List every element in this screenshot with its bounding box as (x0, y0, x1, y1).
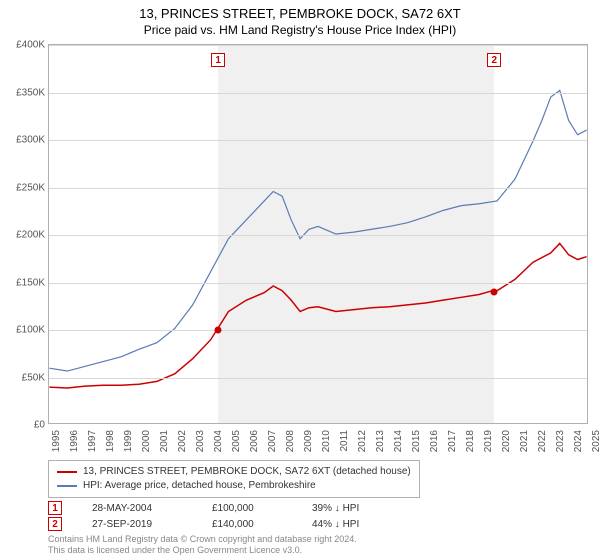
y-axis-label: £200K (5, 230, 45, 241)
transaction-pct: 39% ↓ HPI (312, 503, 402, 514)
series-line-hpi (49, 90, 586, 371)
y-axis-label: £150K (5, 277, 45, 288)
marker-box-icon: 2 (48, 517, 62, 531)
y-axis-label: £0 (5, 420, 45, 431)
y-axis-label: £50K (5, 372, 45, 383)
x-axis-label: 2013 (375, 430, 386, 452)
y-axis-label: £350K (5, 87, 45, 98)
legend-item-hpi: HPI: Average price, detached house, Pemb… (57, 479, 411, 493)
grid-line (49, 283, 587, 284)
transaction-price: £140,000 (212, 519, 282, 530)
x-axis-label: 2012 (357, 430, 368, 452)
x-axis-label: 2001 (159, 430, 170, 452)
legend: 13, PRINCES STREET, PEMBROKE DOCK, SA72 … (48, 460, 420, 498)
grid-line (49, 330, 587, 331)
x-axis-label: 2008 (285, 430, 296, 452)
grid-line (49, 93, 587, 94)
x-axis-label: 2010 (321, 430, 332, 452)
title-address: 13, PRINCES STREET, PEMBROKE DOCK, SA72 … (0, 6, 600, 21)
x-axis-label: 2003 (195, 430, 206, 452)
transaction-date: 28-MAY-2004 (92, 503, 182, 514)
x-axis-label: 2000 (141, 430, 152, 452)
x-axis-label: 2019 (483, 430, 494, 452)
transaction-price: £100,000 (212, 503, 282, 514)
transaction-date: 27-SEP-2019 (92, 519, 182, 530)
series-line-price_paid (49, 243, 586, 388)
x-axis-label: 2006 (249, 430, 260, 452)
titles: 13, PRINCES STREET, PEMBROKE DOCK, SA72 … (0, 0, 600, 37)
x-axis-label: 2005 (231, 430, 242, 452)
x-axis-label: 1996 (69, 430, 80, 452)
y-axis-label: £250K (5, 182, 45, 193)
x-axis-label: 2020 (501, 430, 512, 452)
x-axis-label: 2004 (213, 430, 224, 452)
marker-box-icon: 1 (48, 501, 62, 515)
grid-line (49, 188, 587, 189)
chart-plot-area: £0£50K£100K£150K£200K£250K£300K£350K£400… (48, 44, 588, 424)
x-axis-label: 2007 (267, 430, 278, 452)
grid-line (49, 378, 587, 379)
x-axis-labels: 1995 1996 1997 1998 1999 2000 2001 2002 2003 2004… (48, 428, 588, 458)
chart-svg (49, 45, 587, 423)
footnote: Contains HM Land Registry data © Crown c… (48, 534, 357, 556)
x-axis-label: 1995 (51, 430, 62, 452)
footnote-line: This data is licensed under the Open Gov… (48, 545, 357, 556)
chart-container: 13, PRINCES STREET, PEMBROKE DOCK, SA72 … (0, 0, 600, 560)
legend-swatch (57, 485, 77, 487)
x-axis-label: 2015 (411, 430, 422, 452)
y-axis-label: £400K (5, 40, 45, 51)
x-axis-label: 2014 (393, 430, 404, 452)
x-axis-label: 1998 (105, 430, 116, 452)
footnote-line: Contains HM Land Registry data © Crown c… (48, 534, 357, 545)
legend-text: HPI: Average price, detached house, Pemb… (83, 479, 316, 493)
x-axis-label: 1997 (87, 430, 98, 452)
grid-line (49, 45, 587, 46)
title-subtitle: Price paid vs. HM Land Registry's House … (0, 23, 600, 37)
table-row: 2 27-SEP-2019 £140,000 44% ↓ HPI (48, 516, 402, 532)
legend-swatch (57, 471, 77, 473)
x-axis-label: 2002 (177, 430, 188, 452)
marker-box-icon: 2 (487, 53, 501, 67)
x-axis-label: 2018 (465, 430, 476, 452)
x-axis-label: 2016 (429, 430, 440, 452)
marker-dot (215, 327, 222, 334)
legend-text: 13, PRINCES STREET, PEMBROKE DOCK, SA72 … (83, 465, 411, 479)
marker-dot (491, 289, 498, 296)
x-axis-label: 2009 (303, 430, 314, 452)
x-axis-label: 2017 (447, 430, 458, 452)
transaction-pct: 44% ↓ HPI (312, 519, 402, 530)
transactions-table: 1 28-MAY-2004 £100,000 39% ↓ HPI 2 27-SE… (48, 500, 402, 532)
y-axis-label: £100K (5, 325, 45, 336)
grid-line (49, 140, 587, 141)
x-axis-label: 2021 (519, 430, 530, 452)
x-axis-label: 2023 (555, 430, 566, 452)
x-axis-label: 1999 (123, 430, 134, 452)
x-axis-label: 2022 (537, 430, 548, 452)
x-axis-label: 2024 (573, 430, 584, 452)
y-axis-label: £300K (5, 135, 45, 146)
x-axis-label: 2025 (591, 430, 600, 452)
marker-box-icon: 1 (211, 53, 225, 67)
legend-item-price-paid: 13, PRINCES STREET, PEMBROKE DOCK, SA72 … (57, 465, 411, 479)
x-axis-label: 2011 (339, 430, 350, 452)
grid-line (49, 235, 587, 236)
table-row: 1 28-MAY-2004 £100,000 39% ↓ HPI (48, 500, 402, 516)
